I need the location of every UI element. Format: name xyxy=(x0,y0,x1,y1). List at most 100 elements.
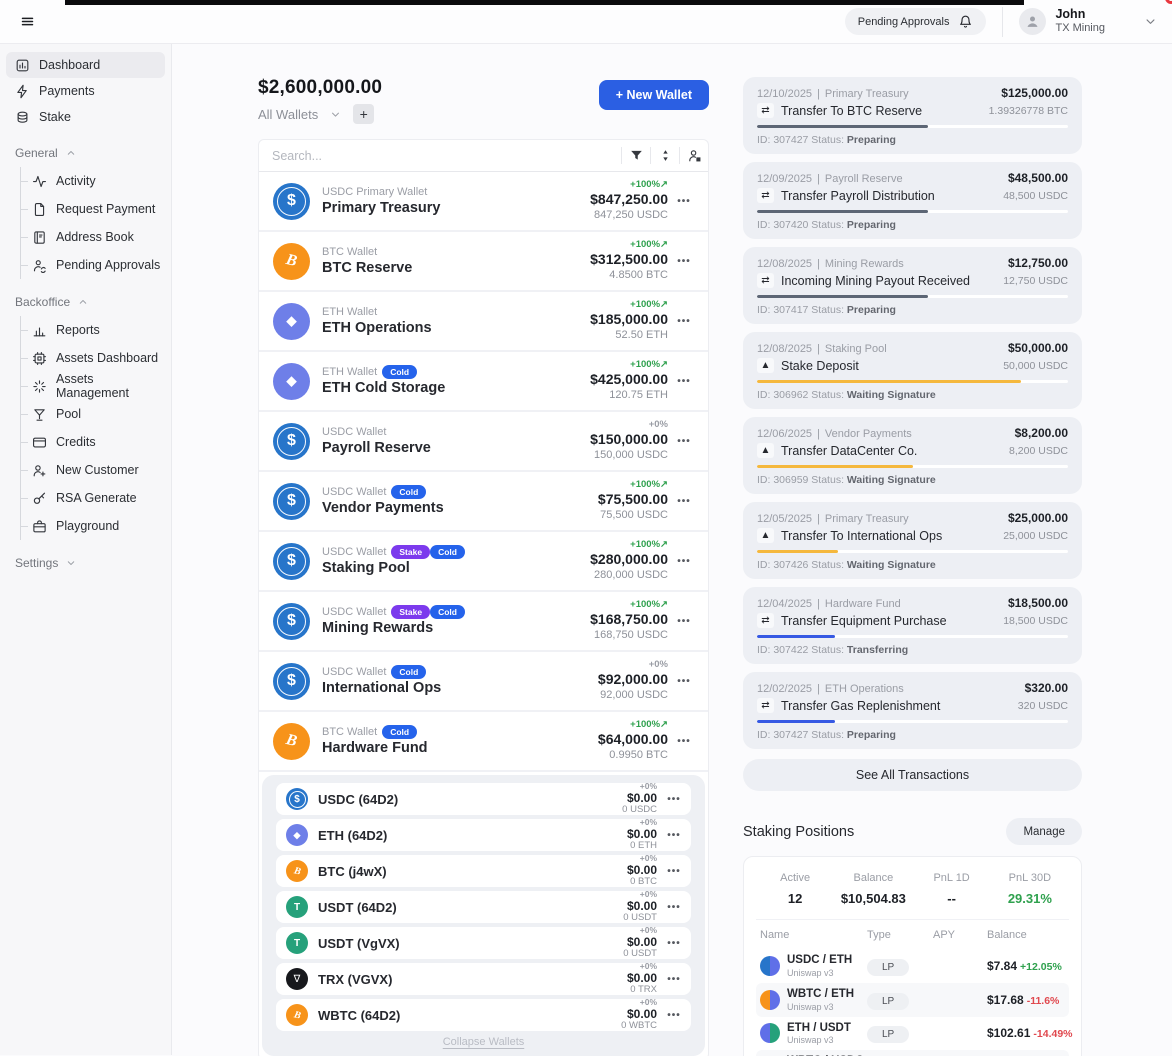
more-options-icon[interactable] xyxy=(657,938,691,949)
new-wallet-button[interactable]: + New Wallet xyxy=(598,80,709,110)
sidebar-item-reports[interactable]: Reports xyxy=(21,316,165,344)
transaction-card[interactable]: 12/02/2025 | ETH Operations $320.00 ⇄ Tr… xyxy=(743,672,1082,749)
subwallet-row[interactable]: TRX (VGVX) +0% $0.00 0 TRX xyxy=(276,961,691,995)
wallet-native-balance: 92,000 USDC xyxy=(600,688,668,701)
subwallet-fiat-balance: $0.00 xyxy=(626,934,657,949)
transaction-native-amount: 48,500 USDC xyxy=(1003,189,1068,202)
more-options-icon[interactable] xyxy=(657,1010,691,1021)
sidebar-group-header[interactable]: Backoffice xyxy=(6,285,165,316)
more-options-icon[interactable] xyxy=(668,616,700,627)
staking-position-row[interactable]: USDC / ETH Uniswap v3 LP $7.84 +12.05% xyxy=(756,949,1069,983)
wallet-row[interactable]: BTC Wallet Cold Hardware Fund +100%↗ $64… xyxy=(259,712,708,772)
more-options-icon[interactable] xyxy=(668,376,700,387)
sidebar-item-activity[interactable]: Activity xyxy=(21,167,165,195)
sidebar-item-new-customer[interactable]: New Customer xyxy=(21,456,165,484)
more-options-icon[interactable] xyxy=(657,794,691,805)
wallet-native-balance: 168,750 USDC xyxy=(594,628,668,641)
wallet-fiat-balance: $92,000.00 xyxy=(597,671,668,688)
sidebar-group-header[interactable]: Settings xyxy=(6,546,165,577)
collapse-wallets-link[interactable]: Collapse Wallets xyxy=(442,1036,525,1048)
transaction-card[interactable]: 12/05/2025 | Primary Treasury $25,000.00… xyxy=(743,502,1082,579)
sidebar-item-stake[interactable]: Stake xyxy=(6,104,165,130)
transaction-card[interactable]: 12/09/2025 | Payroll Reserve $48,500.00 … xyxy=(743,162,1082,239)
more-options-icon[interactable] xyxy=(668,436,700,447)
more-options-icon[interactable] xyxy=(668,256,700,267)
sidebar-group-header[interactable]: General xyxy=(6,136,165,167)
see-all-transactions-button[interactable]: See All Transactions xyxy=(743,759,1082,791)
subwallet-row[interactable]: USDT (64D2) +0% $0.00 0 USDT xyxy=(276,889,691,923)
sort-icon[interactable] xyxy=(650,147,679,164)
subwallet-row[interactable]: USDC (64D2) +0% $0.00 0 USDC xyxy=(276,781,691,815)
avatar[interactable] xyxy=(1019,8,1047,35)
wallet-row[interactable]: USDC Wallet Cold International Ops +0%↗ … xyxy=(259,652,708,712)
staking-position-row[interactable]: WBTC / ETH Uniswap v3 LP $17.68 -11.6% xyxy=(756,982,1069,1017)
subwallet-row[interactable]: BTC (j4wX) +0% $0.00 0 BTC xyxy=(276,853,691,887)
hamburger-menu-icon[interactable] xyxy=(14,9,40,35)
wallet-row[interactable]: ETH Wallet ETH Operations +100%↗ $185,00… xyxy=(259,292,708,352)
wallet-row[interactable]: ETH Wallet Cold ETH Cold Storage +100%↗ … xyxy=(259,352,708,412)
filter-funnel-icon[interactable] xyxy=(621,147,650,164)
wallet-row[interactable]: USDC Wallet Cold Vendor Payments +100%↗ … xyxy=(259,472,708,532)
sidebar-item-assets-dashboard[interactable]: Assets Dashboard xyxy=(21,344,165,372)
chevron-down-icon[interactable] xyxy=(329,108,342,121)
wallet-badge-cold: Cold xyxy=(382,725,418,739)
user-block[interactable]: John TX Mining xyxy=(1055,7,1105,35)
sidebar-item-playground[interactable]: Playground xyxy=(21,512,165,540)
zap-icon xyxy=(15,84,30,99)
more-options-icon[interactable] xyxy=(668,556,700,567)
transaction-card[interactable]: 12/08/2025 | Mining Rewards $12,750.00 ⇄… xyxy=(743,247,1082,324)
user-org: TX Mining xyxy=(1055,22,1105,35)
user-filter-icon[interactable] xyxy=(679,147,708,164)
sidebar-item-pending-approvals[interactable]: Pending Approvals xyxy=(21,251,165,279)
sidebar-item-request-payment[interactable]: Request Payment xyxy=(21,195,165,223)
position-platform: Uniswap v3 xyxy=(787,967,834,978)
wallet-row[interactable]: USDC Wallet Payroll Reserve +0%↗ $150,00… xyxy=(259,412,708,472)
wallet-filter-label[interactable]: All Wallets xyxy=(258,106,319,122)
more-options-icon[interactable] xyxy=(668,676,700,687)
sidebar-item-payments[interactable]: Payments xyxy=(6,78,165,104)
staking-card: Active 12 Balance $10,504.83 PnL 1D -- P… xyxy=(743,856,1082,1056)
sidebar-item-dashboard[interactable]: Dashboard xyxy=(6,52,165,78)
staking-manage-button[interactable]: Manage xyxy=(1006,818,1082,845)
transaction-progress-fill xyxy=(757,380,1022,383)
staking-position-row[interactable]: ETH / USDT Uniswap v3 LP $102.61 -14.49% xyxy=(756,1017,1073,1051)
more-options-icon[interactable] xyxy=(668,496,700,507)
search-row xyxy=(259,140,708,172)
subwallet-name: USDC (64D2) xyxy=(318,791,399,807)
subwallet-row[interactable]: WBTC (64D2) +0% $0.00 0 WBTC xyxy=(276,997,691,1031)
subwallet-row[interactable]: USDT (VgVX) +0% $0.00 0 USDT xyxy=(276,925,691,959)
bell-icon[interactable] xyxy=(958,14,973,29)
more-options-icon[interactable] xyxy=(668,196,700,207)
more-options-icon[interactable] xyxy=(657,830,691,841)
coin-icon xyxy=(273,362,310,400)
more-options-icon[interactable] xyxy=(657,866,691,877)
search-input[interactable] xyxy=(259,148,621,163)
chevron-down-icon[interactable] xyxy=(1143,14,1158,29)
more-options-icon[interactable] xyxy=(668,736,700,747)
sidebar-item-pool[interactable]: Pool xyxy=(21,400,165,428)
staking-position-row[interactable]: WBTC / USDC Uniswap v3 LP $10.41+4.15% xyxy=(756,1050,1069,1056)
transaction-wallet: Payroll Reserve xyxy=(824,173,903,185)
transaction-card[interactable]: 12/04/2025 | Hardware Fund $18,500.00 ⇄ … xyxy=(743,587,1082,664)
wallet-row[interactable]: USDC Primary Wallet Primary Treasury +10… xyxy=(259,172,708,232)
more-options-icon[interactable] xyxy=(657,902,691,913)
subwallet-row[interactable]: ETH (64D2) +0% $0.00 0 ETH xyxy=(276,817,691,851)
wallet-change: +100% xyxy=(630,479,661,491)
sidebar-item-label: Request Payment xyxy=(56,202,156,216)
transaction-card[interactable]: 12/08/2025 | Staking Pool $50,000.00 ▲ S… xyxy=(743,332,1082,409)
sidebar-item-address-book[interactable]: Address Book xyxy=(21,223,165,251)
more-options-icon[interactable] xyxy=(668,316,700,327)
transaction-card[interactable]: 12/06/2025 | Vendor Payments $8,200.00 ▲… xyxy=(743,417,1082,494)
wallet-row[interactable]: BTC Wallet BTC Reserve +100%↗ $312,500.0… xyxy=(259,232,708,292)
sidebar-item-assets-management[interactable]: Assets Management xyxy=(21,372,165,400)
coin-icon xyxy=(286,788,308,810)
transaction-card[interactable]: 12/10/2025 | Primary Treasury $125,000.0… xyxy=(743,77,1082,154)
wallet-change: +100% xyxy=(630,599,661,611)
more-options-icon[interactable] xyxy=(657,974,691,985)
add-wallet-group-button[interactable]: + xyxy=(353,104,375,124)
pending-approvals-button[interactable]: Pending Approvals 5 xyxy=(844,0,1172,35)
sidebar-item-credits[interactable]: Credits xyxy=(21,428,165,456)
sidebar-item-rsa-generate[interactable]: RSA Generate xyxy=(21,484,165,512)
